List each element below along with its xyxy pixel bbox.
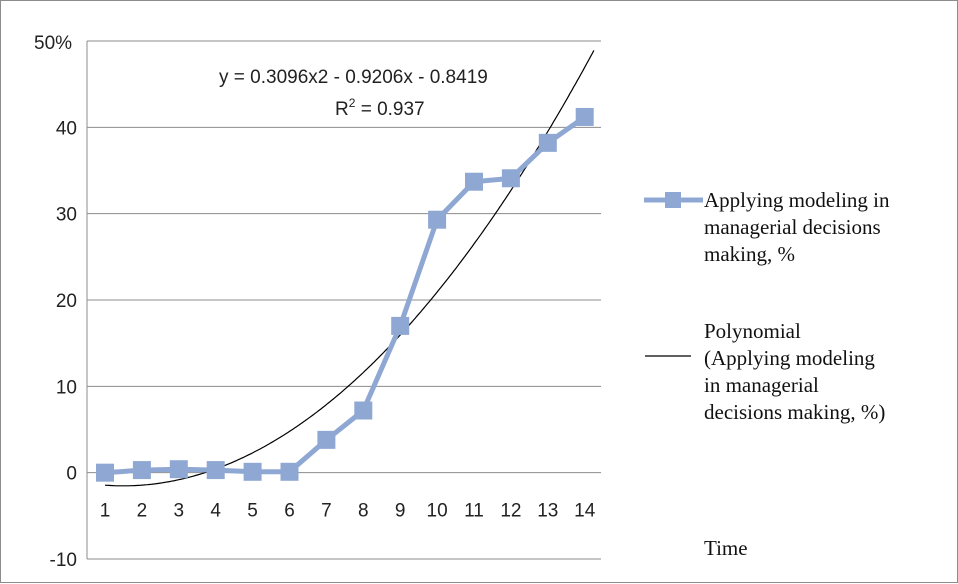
y-tick-label: 30 xyxy=(56,205,77,226)
data-point-marker xyxy=(501,169,520,188)
x-tick-label: 11 xyxy=(464,501,484,522)
x-tick-label: 7 xyxy=(321,501,332,522)
legend-series-line: making, % xyxy=(704,242,795,266)
x-tick-label: 12 xyxy=(500,501,521,522)
x-tick-label: 6 xyxy=(284,501,295,522)
trendline-equation: y = 0.3096x2 - 0.9206x - 0.8419 xyxy=(219,67,488,88)
legend-series-label: Applying modeling in managerial decision… xyxy=(704,187,890,268)
x-tick-label: 14 xyxy=(574,501,596,522)
x-tick-label: 4 xyxy=(210,501,221,522)
data-point-marker xyxy=(465,172,483,191)
y-tick-label: 0 xyxy=(66,464,77,485)
legend-trend-line: (Applying modeling xyxy=(704,346,875,370)
legend-trend-label: Polynomial (Applying modeling in manager… xyxy=(704,318,885,426)
x-tick-label: 8 xyxy=(358,501,369,522)
data-point-marker xyxy=(317,430,336,449)
data-point-marker xyxy=(132,461,151,480)
r-squared-label: R2 = 0.937 xyxy=(335,96,425,120)
legend-series-marker xyxy=(644,192,703,208)
x-axis-title: Time xyxy=(704,536,748,560)
data-point-marker xyxy=(428,210,447,229)
r-squared-sup: 2 xyxy=(349,96,356,110)
legend-trend-line: Polynomial xyxy=(704,319,801,343)
data-point-marker xyxy=(96,463,114,482)
data-point-marker xyxy=(354,401,373,420)
x-tick-label: 3 xyxy=(174,501,185,522)
legend-trend-line: decisions making, %) xyxy=(704,400,886,424)
x-tick-label: 9 xyxy=(395,501,406,522)
y-axis-title: 50% xyxy=(34,33,72,54)
y-tick-label: -10 xyxy=(50,550,77,571)
x-tick-label: 1 xyxy=(100,501,111,522)
data-point-marker xyxy=(280,462,299,481)
y-tick-labels: -10 0 10 20 30 40 xyxy=(50,118,77,571)
data-point-marker xyxy=(169,460,188,479)
r-squared-suffix: = 0.937 xyxy=(355,99,424,120)
legend-trend-line: in managerial xyxy=(704,373,819,397)
r-squared-prefix: R xyxy=(335,99,349,120)
data-point-marker xyxy=(391,316,410,335)
y-tick-label: 40 xyxy=(56,118,77,139)
x-tick-label: 2 xyxy=(137,501,148,522)
x-tick-label: 5 xyxy=(247,501,258,522)
data-point-marker xyxy=(538,133,557,152)
data-point-marker xyxy=(243,462,262,481)
y-tick-label: 20 xyxy=(56,291,77,312)
series-layer xyxy=(96,107,594,482)
x-tick-label: 13 xyxy=(537,501,558,522)
data-point-marker xyxy=(206,461,225,480)
x-tick-labels: 1 2 3 4 5 6 7 8 9 10 11 12 13 14 xyxy=(100,501,596,522)
x-tick-label: 10 xyxy=(427,501,448,522)
data-point-marker xyxy=(575,107,594,126)
legend-series-line: Applying modeling in xyxy=(704,188,890,212)
y-tick-label: 10 xyxy=(56,377,77,398)
legend-series-line: managerial decisions xyxy=(704,215,881,239)
